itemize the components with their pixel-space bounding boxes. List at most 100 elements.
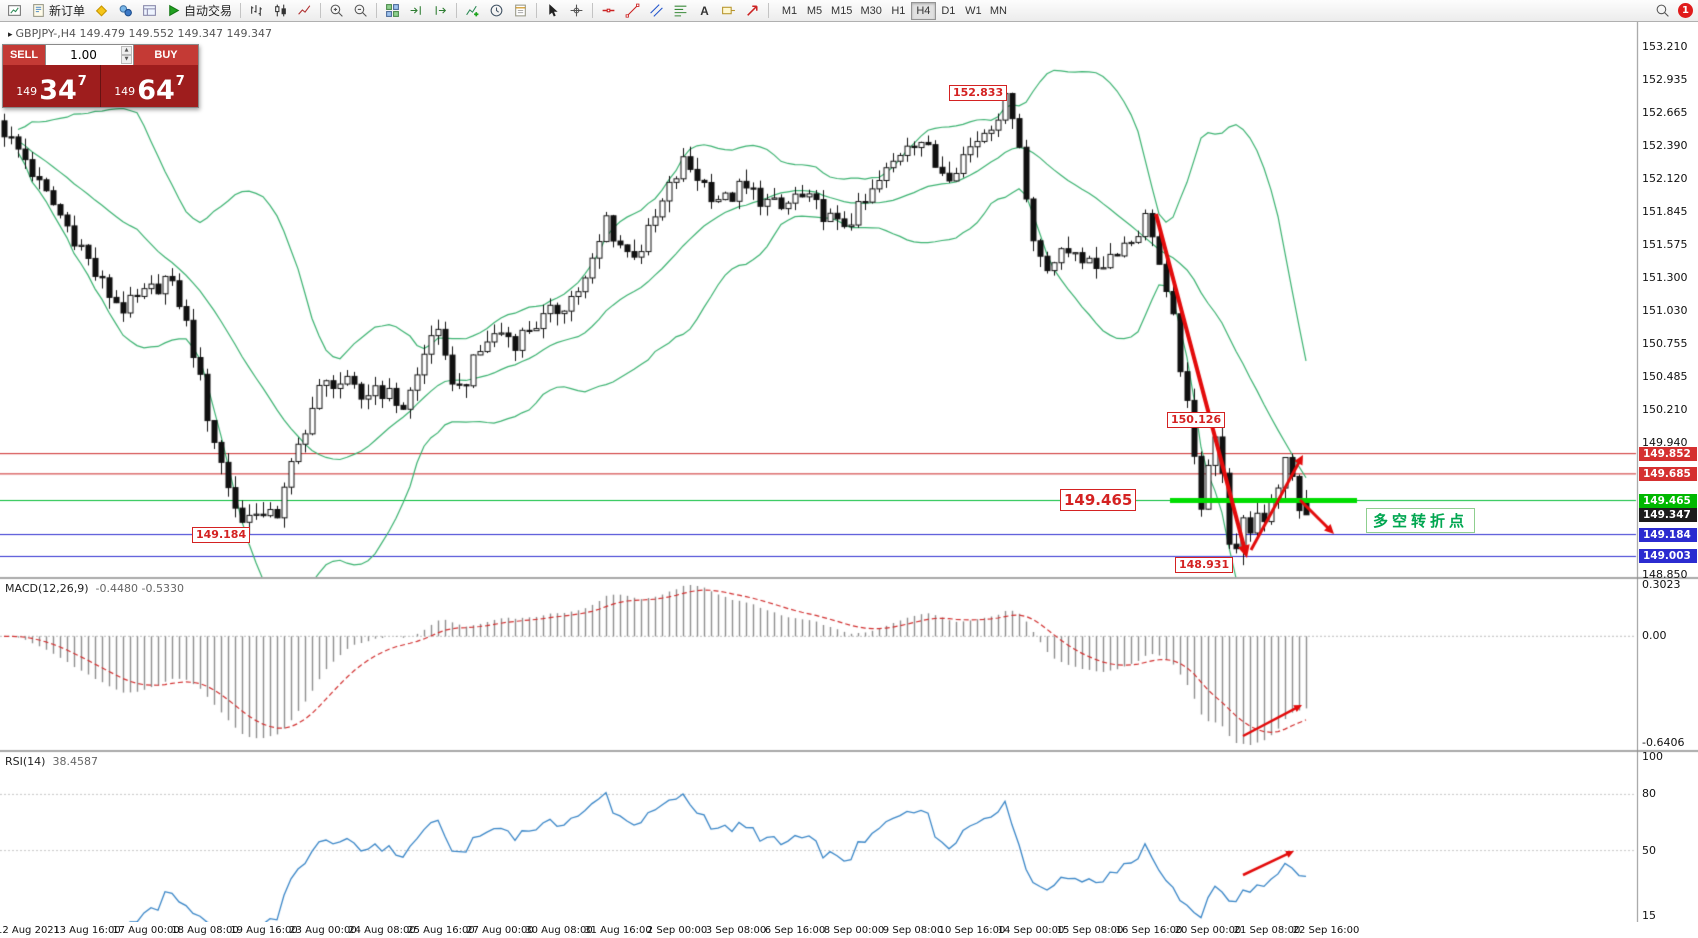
price-scale-label: 152.665 [1642, 105, 1688, 119]
timeframe-toolbar: M1 M5 M15 M30 H1 H4 D1 W1 MN [777, 1, 1011, 20]
time-label: 12 Aug 2021 [0, 925, 61, 936]
text-button[interactable]: A [693, 1, 716, 21]
turning-point-annotation[interactable]: 多空转折点 [1366, 508, 1476, 533]
price-scale-label: 152.390 [1642, 139, 1688, 153]
chart-symbol-title: ▸ GBPJPY-,H4 149.479 149.552 149.347 149.… [8, 27, 272, 40]
price-tag: 149.852 [1639, 446, 1697, 461]
price-scale-label: 149.940 [1642, 435, 1688, 449]
candlestick-chart-button[interactable] [269, 1, 292, 21]
volume-decrease-button[interactable]: ▼ [121, 55, 132, 64]
time-label: 30 Aug 08:00 [525, 925, 593, 936]
volume-input[interactable] [46, 45, 133, 65]
timeframe-h4[interactable]: H4 [910, 1, 936, 20]
time-label: 3 Sep 08:00 [705, 925, 767, 936]
price-scale-label: 153.210 [1642, 40, 1688, 53]
sell-price[interactable]: 149 34 7 [3, 65, 101, 107]
buy-price-prefix: 149 [114, 85, 136, 98]
periods-clock-icon [490, 4, 503, 17]
price-scale-label: 150.755 [1642, 337, 1688, 351]
toolbar-separator [536, 3, 538, 18]
price-label-object[interactable]: 150.126 [1167, 412, 1226, 428]
price-label-object[interactable]: 149.184 [192, 527, 251, 543]
new-order-icon [33, 4, 44, 17]
rsi-name: RSI(14) [5, 755, 46, 768]
new-chart-button[interactable] [3, 1, 26, 21]
tile-windows-button[interactable] [381, 1, 404, 21]
toolbar-separator [456, 3, 458, 18]
timeframe-mn[interactable]: MN [986, 2, 1011, 20]
metaeditor-button[interactable] [90, 1, 113, 21]
auto-scroll-button[interactable] [405, 1, 428, 21]
sell-price-prefix: 149 [16, 85, 38, 98]
svg-text:A: A [700, 5, 709, 18]
timeframe-m30[interactable]: M30 [856, 2, 885, 20]
new-order-button[interactable]: 新订单 [27, 1, 89, 21]
sell-button[interactable]: SELL [3, 45, 45, 65]
time-scale[interactable]: 12 Aug 2021 13 Aug 16:00 17 Aug 00:00 18 Au… [0, 922, 1698, 938]
market-watch-button[interactable] [114, 1, 137, 21]
volume-spinner: ▲ ▼ [121, 46, 132, 64]
timeframe-m1[interactable]: M1 [777, 2, 802, 20]
cursor-icon [549, 4, 558, 17]
symbol-search-button[interactable] [1651, 1, 1674, 21]
horizontal-line-button[interactable] [597, 1, 620, 21]
timeframe-h1[interactable]: H1 [886, 2, 911, 20]
autotrading-button[interactable]: 自动交易 [162, 1, 236, 21]
buy-price[interactable]: 149 64 7 [101, 65, 198, 107]
text-icon: A [700, 5, 709, 18]
time-label: 22 Sep 16:00 [1292, 925, 1360, 936]
sell-price-pip: 7 [77, 74, 87, 89]
timeframe-w1[interactable]: W1 [961, 2, 986, 20]
time-label: 6 Sep 16:00 [764, 925, 826, 936]
price-scale-label: 151.300 [1642, 271, 1688, 285]
crosshair-button[interactable] [565, 1, 588, 21]
price-scale[interactable]: 153.210 152.935 152.665 152.390 152.120 151.8… [1638, 22, 1698, 922]
macd-name: MACD(12,26,9) [5, 582, 89, 595]
horizontal-line-icon [602, 8, 615, 13]
timeframe-d1[interactable]: D1 [936, 2, 961, 20]
price-chart-canvas[interactable] [0, 22, 1698, 938]
time-label: 16 Sep 16:00 [1115, 925, 1183, 936]
time-label: 10 Sep 16:00 [938, 925, 1006, 936]
periods-button[interactable] [485, 1, 508, 21]
data-window-button[interactable] [138, 1, 161, 21]
time-label: 18 Aug 08:00 [171, 925, 239, 936]
toolbar-separator [240, 3, 242, 18]
zoom-in-icon [330, 4, 343, 17]
buy-price-pip: 7 [175, 74, 185, 89]
time-label: 9 Sep 08:00 [882, 925, 944, 936]
bar-chart-button[interactable] [245, 1, 268, 21]
price-scale-label: 150.210 [1642, 403, 1688, 417]
channel-icon [650, 4, 663, 17]
chart-context-icon: ▸ [8, 30, 13, 40]
text-label-button[interactable] [717, 1, 740, 21]
trendline-button[interactable] [621, 1, 644, 21]
toolbar-separator [592, 3, 594, 18]
line-chart-button[interactable] [293, 1, 316, 21]
buy-button[interactable]: BUY [134, 45, 198, 65]
time-label: 2 Sep 00:00 [646, 925, 708, 936]
zoom-in-button[interactable] [325, 1, 348, 21]
price-scale-label: 152.935 [1642, 73, 1688, 87]
notification-badge[interactable]: 1 [1678, 3, 1693, 18]
price-scale-label: 150.485 [1642, 369, 1688, 383]
text-label-icon [722, 6, 735, 15]
price-label-object[interactable]: 148.931 [1175, 557, 1234, 573]
time-label: 15 Sep 08:00 [1056, 925, 1124, 936]
fibonacci-button[interactable] [669, 1, 692, 21]
equidistant-channel-button[interactable] [645, 1, 668, 21]
timeframe-m5[interactable]: M5 [802, 2, 827, 20]
templates-button[interactable] [509, 1, 532, 21]
timeframe-m15[interactable]: M15 [827, 2, 856, 20]
zoom-out-button[interactable] [349, 1, 372, 21]
price-label-object[interactable]: 152.833 [949, 85, 1008, 101]
price-label-object[interactable]: 149.465 [1060, 489, 1137, 511]
cursor-button[interactable] [541, 1, 564, 21]
oct-controls-row: SELL ▲ ▼ BUY [3, 45, 198, 65]
arrows-tool-button[interactable] [741, 1, 764, 21]
price-scale-label: 151.030 [1642, 303, 1688, 317]
volume-increase-button[interactable]: ▲ [121, 46, 132, 55]
symbol-ohlc-text: GBPJPY-,H4 149.479 149.552 149.347 149.3… [15, 27, 272, 40]
chart-shift-button[interactable] [429, 1, 452, 21]
indicators-button[interactable] [461, 1, 484, 21]
